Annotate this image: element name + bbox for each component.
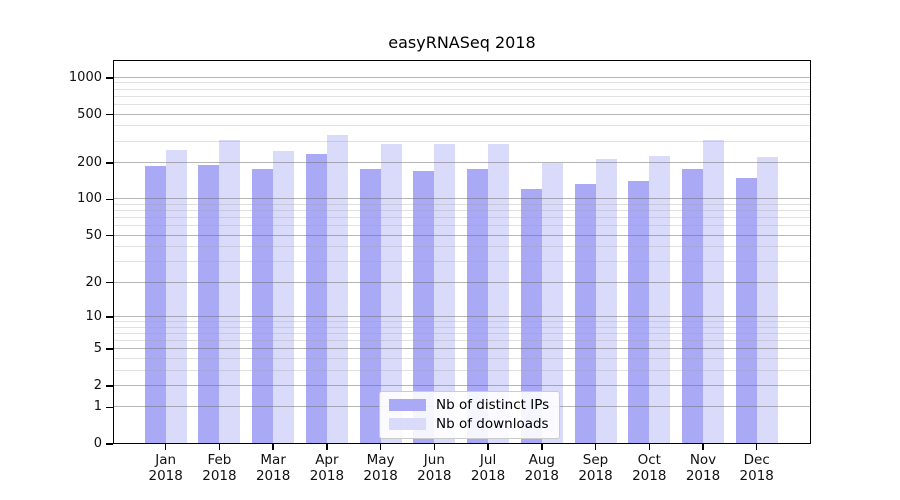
bar-downloads-oct bbox=[649, 155, 671, 444]
bar-downloads-mar bbox=[273, 151, 295, 444]
x-tick-mark-feb bbox=[218, 444, 221, 450]
bar-distinct-ips-feb bbox=[198, 165, 220, 444]
bar-distinct-ips-may bbox=[359, 169, 381, 444]
x-tick-mark-aug bbox=[541, 444, 543, 450]
legend: Nb of distinct IPs Nb of downloads bbox=[379, 391, 561, 439]
x-tick-mark-dec bbox=[755, 444, 758, 450]
legend-item-distinct-ips: Nb of distinct IPs bbox=[389, 397, 549, 413]
x-tick-mark-nov bbox=[702, 444, 704, 450]
x-tick-label-feb: Feb 2018 bbox=[202, 452, 237, 484]
y-tick-label-500: 500 bbox=[77, 106, 102, 122]
x-tick-label-may: May 2018 bbox=[363, 452, 398, 484]
bar-downloads-jun bbox=[434, 143, 456, 444]
y-tick-label-50: 50 bbox=[85, 227, 102, 243]
legend-label-distinct-ips: Nb of distinct IPs bbox=[436, 397, 550, 413]
x-tick-mark-sep bbox=[594, 444, 597, 450]
y-tick-mark-500 bbox=[106, 113, 113, 116]
legend-swatch-downloads bbox=[389, 418, 426, 430]
x-tick-mark-mar bbox=[272, 444, 274, 450]
y-tick-label-2: 2 bbox=[93, 377, 102, 393]
chart-title: easyRNASeq 2018 bbox=[388, 33, 536, 52]
y-tick-label-5: 5 bbox=[93, 341, 102, 357]
y-tick-mark-1 bbox=[106, 406, 113, 408]
x-tick-mark-apr bbox=[326, 444, 328, 450]
legend-item-downloads: Nb of downloads bbox=[389, 416, 549, 432]
x-tick-label-mar: Mar 2018 bbox=[255, 452, 291, 484]
bar-downloads-aug bbox=[541, 162, 563, 444]
bar-distinct-ips-jun bbox=[413, 170, 435, 444]
bar-downloads-dec bbox=[756, 156, 778, 444]
y-tick-mark-100 bbox=[106, 198, 113, 201]
x-tick-label-jul: Jul 2018 bbox=[470, 452, 506, 484]
bar-downloads-nov bbox=[703, 139, 724, 444]
bar-distinct-ips-sep bbox=[574, 183, 596, 444]
y-tick-label-100: 100 bbox=[77, 191, 102, 207]
x-tick-label-nov: Nov 2018 bbox=[685, 452, 721, 484]
y-tick-mark-20 bbox=[106, 281, 113, 284]
y-tick-label-200: 200 bbox=[77, 154, 102, 170]
y-tick-mark-200 bbox=[106, 162, 113, 164]
x-tick-label-oct: Oct 2018 bbox=[632, 452, 667, 484]
bar-downloads-jul bbox=[488, 144, 510, 444]
x-tick-label-apr: Apr 2018 bbox=[309, 452, 345, 484]
y-tick-mark-50 bbox=[106, 234, 113, 237]
y-tick-mark-1000 bbox=[106, 77, 113, 79]
y-tick-label-20: 20 bbox=[85, 274, 102, 290]
bar-downloads-apr bbox=[326, 135, 348, 444]
y-tick-label-1000: 1000 bbox=[68, 69, 102, 85]
x-tick-mark-jul bbox=[487, 444, 489, 450]
bar-downloads-jan bbox=[165, 149, 187, 444]
x-tick-mark-jun bbox=[433, 444, 436, 450]
bar-downloads-may bbox=[380, 143, 402, 444]
x-tick-label-jan: Jan 2018 bbox=[148, 452, 183, 484]
y-tick-label-1: 1 bbox=[93, 399, 102, 415]
bar-distinct-ips-dec bbox=[735, 178, 757, 444]
y-tick-mark-10 bbox=[106, 316, 113, 318]
x-tick-label-sep: Sep 2018 bbox=[578, 452, 613, 484]
legend-label-downloads: Nb of downloads bbox=[436, 416, 549, 432]
bar-distinct-ips-oct bbox=[628, 181, 650, 444]
x-tick-label-aug: Aug 2018 bbox=[524, 452, 559, 484]
legend-swatch-distinct-ips bbox=[389, 399, 426, 411]
bar-downloads-sep bbox=[595, 159, 617, 444]
y-tick-label-10: 10 bbox=[85, 308, 102, 324]
y-tick-mark-0 bbox=[106, 443, 113, 445]
bar-distinct-ips-jul bbox=[467, 168, 489, 444]
bar-downloads-feb bbox=[219, 140, 241, 444]
bars-layer bbox=[113, 60, 811, 444]
bar-distinct-ips-nov bbox=[682, 169, 703, 444]
x-tick-mark-may bbox=[379, 444, 382, 450]
x-tick-label-jun: Jun 2018 bbox=[417, 452, 452, 484]
y-tick-mark-2 bbox=[106, 385, 113, 387]
y-tick-label-0: 0 bbox=[93, 436, 102, 451]
x-tick-mark-jan bbox=[164, 444, 167, 450]
y-tick-mark-5 bbox=[106, 348, 113, 350]
plot-area bbox=[113, 60, 811, 444]
bar-distinct-ips-jan bbox=[144, 165, 166, 444]
x-tick-label-dec: Dec 2018 bbox=[739, 452, 774, 484]
x-tick-mark-oct bbox=[648, 444, 651, 450]
bar-distinct-ips-apr bbox=[305, 154, 327, 444]
bar-distinct-ips-mar bbox=[252, 168, 274, 444]
